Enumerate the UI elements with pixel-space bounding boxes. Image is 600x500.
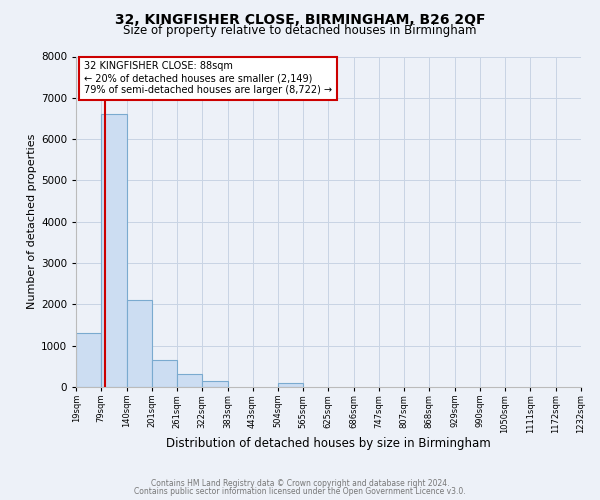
Text: Contains HM Land Registry data © Crown copyright and database right 2024.: Contains HM Land Registry data © Crown c…: [151, 478, 449, 488]
Bar: [152, 360, 177, 387]
Text: Size of property relative to detached houses in Birmingham: Size of property relative to detached ho…: [123, 24, 477, 37]
Bar: [177, 374, 202, 387]
Text: 32, KINGFISHER CLOSE, BIRMINGHAM, B26 2QF: 32, KINGFISHER CLOSE, BIRMINGHAM, B26 2Q…: [115, 12, 485, 26]
Bar: [278, 383, 303, 387]
Bar: [127, 300, 152, 387]
Bar: [202, 380, 227, 387]
X-axis label: Distribution of detached houses by size in Birmingham: Distribution of detached houses by size …: [166, 437, 491, 450]
Text: Contains public sector information licensed under the Open Government Licence v3: Contains public sector information licen…: [134, 487, 466, 496]
Bar: [101, 114, 127, 387]
Bar: [76, 333, 101, 387]
Y-axis label: Number of detached properties: Number of detached properties: [27, 134, 37, 310]
Text: 32 KINGFISHER CLOSE: 88sqm
← 20% of detached houses are smaller (2,149)
79% of s: 32 KINGFISHER CLOSE: 88sqm ← 20% of deta…: [84, 62, 332, 94]
